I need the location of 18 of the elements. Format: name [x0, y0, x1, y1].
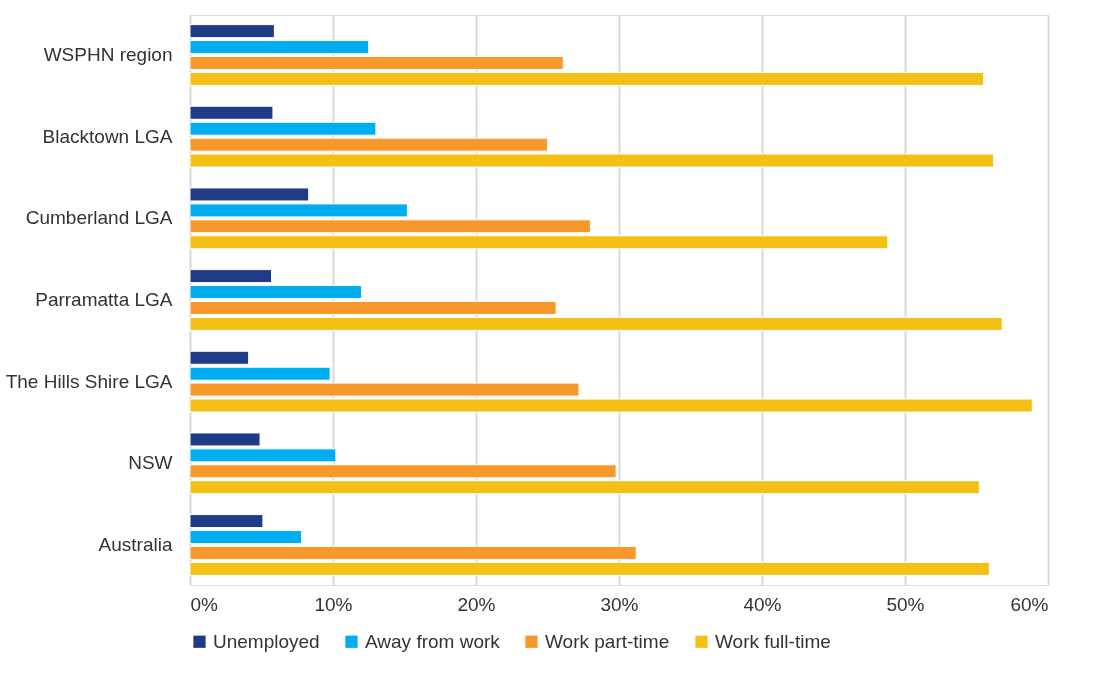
- x-tick-label: 30%: [600, 593, 639, 615]
- y-tick-label: NSW: [128, 452, 173, 474]
- y-tick-label: Parramatta LGA: [35, 289, 173, 310]
- x-tick-label: 50%: [886, 593, 925, 615]
- y-tick-label: Blacktown LGA: [42, 125, 173, 147]
- y-tick-label: Cumberland LGA: [25, 207, 173, 229]
- y-tick-label: The Hills Shire LGA: [5, 370, 173, 392]
- y-tick-label: Australia: [98, 533, 173, 555]
- x-tick-label: 40%: [743, 593, 782, 615]
- legend-label: Away from work: [365, 630, 501, 652]
- x-tick-label: 60%: [1010, 593, 1049, 615]
- legend-label: Unemployed: [213, 630, 320, 652]
- y-tick-label: WSPHN region: [43, 44, 173, 66]
- legend-label: Work part-time: [545, 630, 670, 652]
- legend-label: Work full-time: [715, 630, 831, 652]
- x-tick-label: 0%: [190, 593, 219, 615]
- x-tick-label: 10%: [314, 593, 353, 615]
- x-tick-label: 20%: [457, 593, 496, 615]
